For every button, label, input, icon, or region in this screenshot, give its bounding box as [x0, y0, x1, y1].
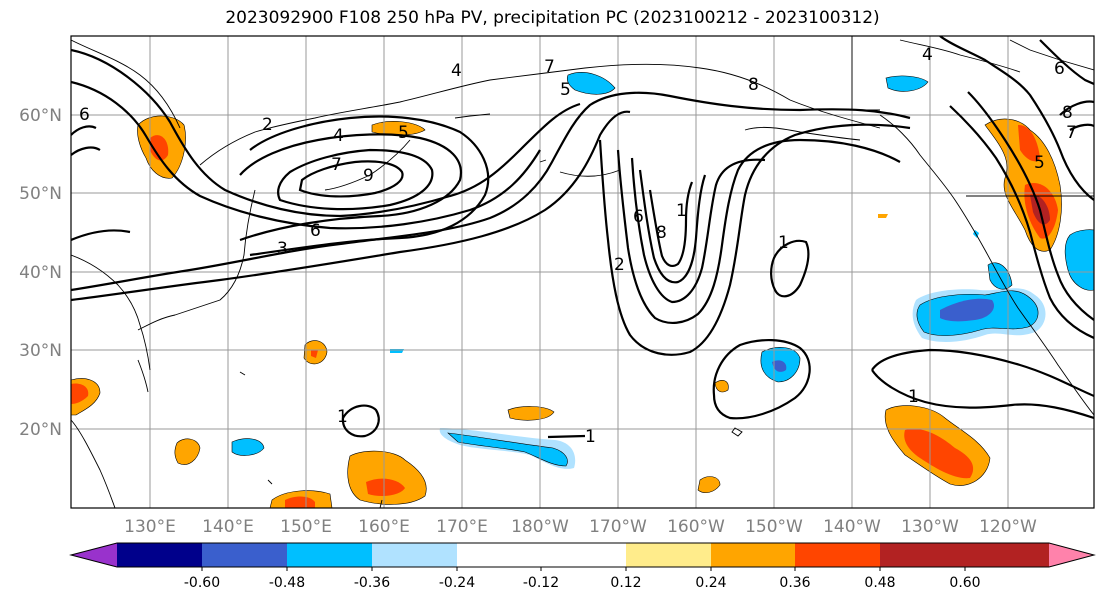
coastlines	[71, 36, 1094, 508]
lon-label: 170°W	[589, 517, 647, 537]
colorbar-outline	[69, 542, 1096, 568]
lon-label: 120°W	[979, 517, 1037, 537]
contour-label: 5	[1034, 153, 1045, 173]
colorbar-ticks	[201, 567, 966, 571]
contour-label: 1	[585, 427, 596, 447]
colorbar-bin	[457, 543, 541, 567]
lat-label: 40°N	[19, 263, 62, 283]
contour-label: 6	[310, 221, 321, 241]
contour-label: 4	[451, 61, 462, 81]
contour-label: 7	[1066, 123, 1077, 143]
lon-label: 140°E	[202, 517, 254, 537]
contour-label: 3	[277, 239, 288, 259]
contour-label: 6	[1054, 59, 1065, 79]
contour-label: 1	[908, 387, 919, 407]
colorbar-extend-high	[1049, 543, 1094, 567]
lon-label: 130°W	[901, 517, 959, 537]
lat-label: 20°N	[19, 420, 62, 440]
contour-label: 7	[331, 155, 342, 175]
lat-label: 60°N	[19, 106, 62, 126]
contour-label: 4	[922, 45, 933, 65]
map-title: 2023092900 F108 250 hPa PV, precipitatio…	[225, 8, 880, 28]
contour-label: 6	[633, 207, 644, 227]
lon-label: 160°W	[667, 517, 725, 537]
contour-label: 1	[676, 201, 687, 221]
lon-label: 150°E	[280, 517, 332, 537]
colorbar-tick-label: -0.60	[184, 575, 220, 591]
contour-label: 5	[560, 80, 571, 100]
colorbar-tick-label: 0.36	[779, 575, 810, 591]
colorbar-bin	[626, 543, 711, 567]
longitude-labels: 130°E 140°E 150°E 160°E 170°E 180°W 170°…	[124, 517, 1037, 537]
contour-label: 7	[544, 57, 555, 77]
colorbar-tick-label: 0.24	[695, 575, 726, 591]
contour-label: 4	[333, 126, 344, 146]
colorbar: -0.60 -0.48 -0.36 -0.24 -0.12 0.12 0.24 …	[69, 542, 1096, 591]
contour-label: 8	[1062, 103, 1073, 123]
colorbar-tick-label: -0.36	[354, 575, 390, 591]
latitude-labels: 60°N 50°N 40°N 30°N 20°N	[19, 106, 62, 440]
contour-label: 9	[363, 166, 374, 186]
contour-label: 8	[748, 75, 759, 95]
lon-label: 150°W	[745, 517, 803, 537]
colorbar-bin	[880, 543, 965, 567]
lon-label: 130°E	[124, 517, 176, 537]
contour-label: 1	[778, 233, 789, 253]
contour-labels: 2 4 5 6 7 8 9 3 1 5 7 8 4 6 1 1 1 1 2 6 …	[79, 45, 1077, 447]
colorbar-bin	[795, 543, 880, 567]
colorbar-bin	[117, 543, 202, 567]
contour-label: 6	[79, 105, 90, 125]
lon-label: 160°E	[358, 517, 410, 537]
colorbar-tick-labels: -0.60 -0.48 -0.36 -0.24 -0.12 0.12 0.24 …	[184, 575, 981, 591]
colorbar-tick-label: 0.12	[610, 575, 641, 591]
map-border	[70, 35, 1095, 509]
colorbar-bin	[711, 543, 795, 567]
colorbar-bin	[965, 543, 1049, 567]
lon-label: 140°W	[823, 517, 881, 537]
colorbar-extend-low	[71, 543, 117, 567]
contour-label: 2	[262, 115, 273, 135]
colorbar-bin	[541, 543, 626, 567]
contour-label: 1	[337, 407, 348, 427]
colorbar-tick-label: -0.48	[269, 575, 305, 591]
lat-label: 30°N	[19, 341, 62, 361]
colorbar-tick-label: -0.12	[523, 575, 559, 591]
pv-contours	[71, 36, 1094, 439]
colorbar-tick-label: 0.60	[949, 575, 980, 591]
lat-label: 50°N	[19, 184, 62, 204]
contour-label: 2	[614, 255, 625, 275]
colorbar-tick-label: 0.48	[864, 575, 895, 591]
colorbar-bin	[372, 543, 457, 567]
contour-label: 5	[398, 123, 409, 143]
contour-label: 8	[656, 223, 667, 243]
colorbar-tick-label: -0.24	[439, 575, 475, 591]
lon-label: 170°E	[436, 517, 488, 537]
colorbar-bin	[287, 543, 372, 567]
colorbar-bin	[202, 543, 287, 567]
lon-label: 180°W	[511, 517, 569, 537]
